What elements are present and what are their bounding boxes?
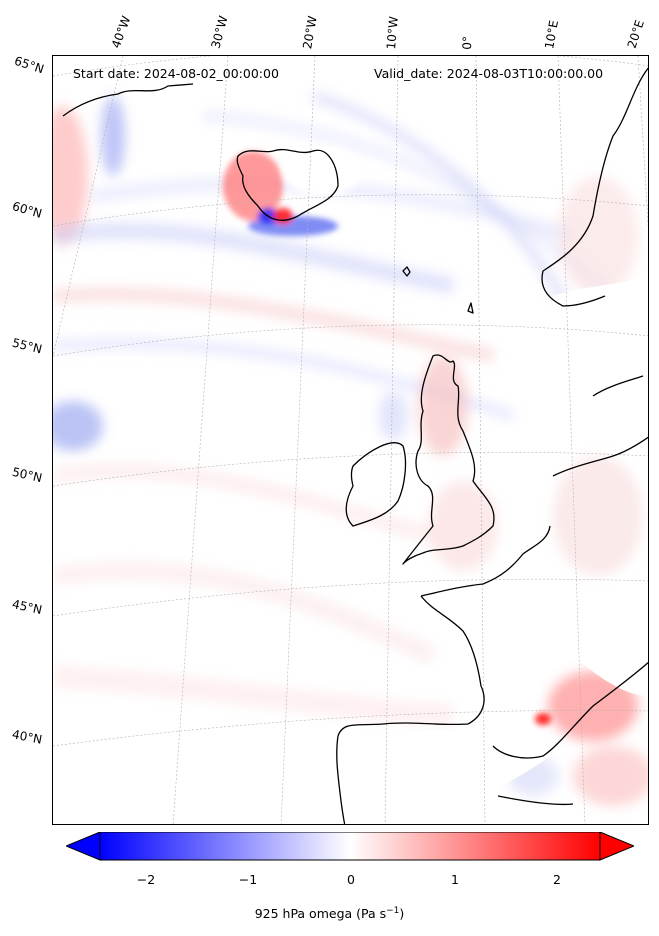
lon-label-20w: 20°W bbox=[300, 14, 320, 50]
lat-label-40n: 40°N bbox=[10, 727, 44, 747]
colorbar bbox=[66, 832, 634, 861]
colorbar-tick-0: 0 bbox=[347, 872, 355, 887]
colorbar-extend-min bbox=[66, 832, 101, 861]
map-panel bbox=[52, 55, 649, 825]
colorbar-tick-1: 1 bbox=[451, 872, 459, 887]
colorbar-tick-neg2: −2 bbox=[136, 872, 156, 887]
lat-label-55n: 55°N bbox=[10, 335, 44, 357]
colorbar-tick-2: 2 bbox=[553, 872, 561, 887]
lat-label-65n: 65°N bbox=[12, 53, 46, 77]
valid-date-label: Valid_date: 2024-08-03T10:00:00.00 bbox=[374, 66, 604, 81]
colorbar-extend-max bbox=[599, 832, 634, 861]
graticule bbox=[53, 56, 648, 824]
colorbar-gradient bbox=[99, 832, 601, 861]
lon-label-10e: 10°E bbox=[542, 19, 562, 50]
lon-label-30w: 30°W bbox=[208, 14, 231, 51]
lon-label-20e: 20°E bbox=[624, 18, 647, 50]
map-canvas bbox=[53, 56, 648, 824]
lat-label-45n: 45°N bbox=[10, 597, 44, 617]
colorbar-tick-neg1: −1 bbox=[238, 872, 258, 887]
lat-label-60n: 60°N bbox=[10, 199, 44, 221]
start-date-label: Start date: 2024-08-02_00:00:00 bbox=[73, 66, 279, 81]
lat-label-50n: 50°N bbox=[10, 464, 44, 486]
land-areas bbox=[353, 276, 648, 798]
lon-label-10w: 10°W bbox=[384, 15, 401, 50]
colorbar-label: 925 hPa omega (Pa s−1) bbox=[254, 906, 405, 922]
lon-label-0: 0° bbox=[460, 35, 475, 50]
lon-label-40w: 40°W bbox=[108, 14, 134, 50]
omega-field bbox=[53, 91, 648, 806]
coastlines bbox=[62, 67, 648, 824]
